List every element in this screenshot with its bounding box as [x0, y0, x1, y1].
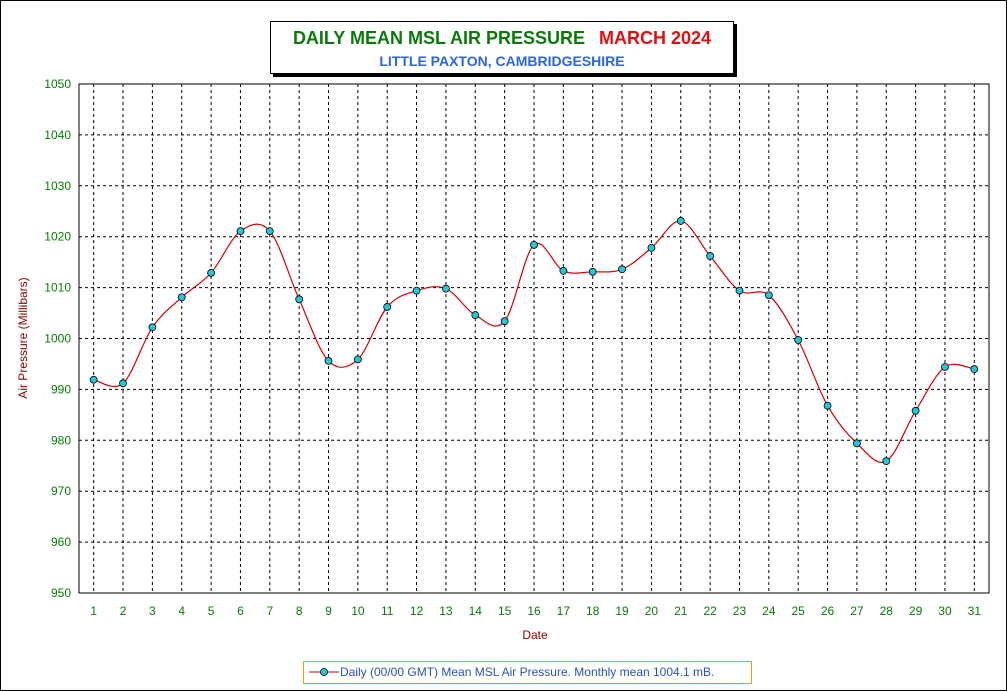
x-tick-label: 28	[880, 604, 894, 618]
x-tick-label: 12	[410, 604, 424, 618]
data-point	[823, 401, 832, 410]
x-tick-label: 1	[90, 604, 97, 618]
legend: Daily (00/00 GMT) Mean MSL Air Pressure.…	[303, 661, 752, 684]
data-point	[442, 284, 450, 293]
y-tick-label: 960	[51, 535, 71, 549]
x-tick-label: 6	[237, 604, 244, 618]
data-point	[236, 227, 245, 236]
chart-title: DAILY MEAN MSL AIR PRESSURE	[292, 28, 585, 48]
chart-title-line: DAILY MEAN MSL AIR PRESSURE MARCH 2024	[271, 28, 733, 49]
y-axis-title: Air Pressure (Millibars)	[16, 277, 30, 399]
chart-title-date: MARCH 2024	[599, 28, 712, 48]
x-tick-label: 4	[178, 604, 185, 618]
data-point	[530, 240, 538, 249]
data-point	[706, 252, 715, 260]
y-tick-label: 950	[51, 586, 71, 600]
data-point	[324, 356, 333, 365]
x-tick-label: 17	[557, 604, 571, 618]
data-point	[471, 311, 480, 319]
x-tick-label: 29	[909, 604, 923, 618]
y-tick-label: 1050	[44, 77, 71, 91]
data-point	[853, 439, 861, 448]
legend-marker-icon	[309, 668, 339, 676]
x-tick-label: 20	[645, 604, 659, 618]
chart-subtitle: LITTLE PAXTON, CAMBRIDGESHIRE	[379, 53, 625, 69]
x-tick-label: 9	[325, 604, 332, 618]
x-tick-label: 10	[351, 604, 365, 618]
data-point	[353, 355, 362, 364]
x-tick-label: 7	[266, 604, 273, 618]
x-tick-label: 16	[527, 604, 541, 618]
y-tick-label: 1000	[44, 332, 71, 346]
x-tick-label: 24	[762, 604, 776, 618]
x-tick-label: 25	[792, 604, 806, 618]
data-point	[383, 303, 392, 311]
data-point	[794, 336, 803, 344]
data-point	[618, 265, 626, 274]
data-point	[500, 317, 509, 326]
data-point	[295, 295, 304, 304]
x-tick-label: 31	[968, 604, 982, 618]
x-tick-label: 30	[938, 604, 952, 618]
x-tick-label: 18	[586, 604, 600, 618]
data-point	[265, 227, 274, 236]
y-tick-label: 1010	[44, 281, 71, 295]
y-tick-label: 1030	[44, 179, 71, 193]
data-point	[735, 286, 744, 295]
data-point	[676, 217, 685, 225]
plot-border	[78, 83, 990, 594]
data-point	[588, 267, 597, 276]
y-tick-label: 1040	[44, 128, 71, 142]
x-tick-label: 5	[208, 604, 215, 618]
x-tick-label: 27	[850, 604, 864, 618]
x-tick-label: 3	[149, 604, 156, 618]
y-tick-label: 980	[51, 433, 71, 447]
data-point	[882, 457, 891, 466]
data-point	[412, 286, 421, 295]
x-axis-title: Date	[522, 628, 548, 642]
data-point	[970, 365, 979, 373]
data-point	[207, 268, 215, 277]
data-point	[941, 363, 949, 371]
data-point	[911, 406, 920, 415]
y-tick-label: 1020	[44, 230, 71, 244]
data-point	[177, 293, 186, 302]
legend-entry: Daily (00/00 GMT) Mean MSL Air Pressure.…	[340, 665, 715, 679]
data-point	[647, 243, 656, 252]
x-tick-label: 22	[703, 604, 717, 618]
x-tick-label: 2	[120, 604, 127, 618]
x-tick-label: 23	[733, 604, 747, 618]
title-box: DAILY MEAN MSL AIR PRESSURE MARCH 2024 LI…	[270, 21, 734, 74]
x-tick-label: 26	[821, 604, 835, 618]
y-tick-label: 990	[51, 382, 71, 396]
x-tick-label: 14	[469, 604, 483, 618]
x-tick-label: 11	[381, 604, 394, 618]
data-point	[89, 375, 98, 384]
y-tick-label: 970	[51, 484, 71, 498]
x-tick-label: 8	[296, 604, 303, 618]
x-tick-label: 19	[615, 604, 629, 618]
x-tick-label: 13	[439, 604, 453, 618]
data-point	[764, 291, 773, 300]
data-point	[148, 323, 157, 332]
x-tick-label: 15	[498, 604, 512, 618]
x-tick-label: 21	[674, 604, 688, 618]
data-point	[119, 379, 127, 388]
data-point	[559, 266, 568, 275]
